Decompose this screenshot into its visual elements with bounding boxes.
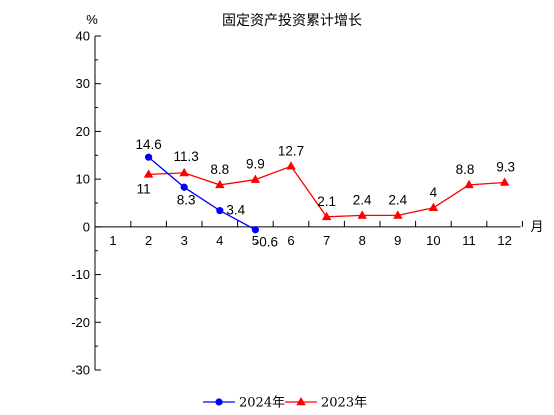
- data-label: 11.3: [174, 149, 199, 164]
- y-tick-label: -10: [71, 267, 90, 282]
- legend-label: 2024年: [239, 396, 285, 411]
- data-label: 3.4: [226, 203, 245, 218]
- legend-marker: [296, 397, 306, 406]
- data-label: 2.4: [388, 192, 407, 207]
- legend-label: 2023年: [321, 396, 367, 411]
- data-point: [321, 211, 332, 221]
- data-labels: 11 11.3 8.8 9.9 12.7 2.1 2.4 2.4 4 8.8 9.3 14.6 8.3 3…: [135, 137, 515, 250]
- x-tick-label: 4: [216, 233, 223, 248]
- data-label: 9.9: [246, 157, 265, 172]
- data-point: [357, 210, 367, 219]
- x-tick-label: 1: [109, 233, 116, 248]
- legend-item: 2024年: [203, 396, 285, 411]
- y-axis-unit: %: [86, 12, 98, 27]
- data-label: 14.6: [135, 137, 161, 152]
- series-layer: [143, 153, 510, 234]
- y-tick-label: 0: [83, 219, 90, 234]
- x-tick-label: 12: [497, 233, 511, 248]
- data-point: [216, 207, 224, 215]
- data-point: [428, 202, 439, 211]
- data-point: [393, 210, 403, 219]
- y-tick-label: -20: [71, 315, 90, 330]
- data-label: 9.3: [496, 159, 515, 174]
- data-point: [250, 174, 261, 183]
- data-label: 12.7: [278, 143, 304, 158]
- x-tick-label: 11: [462, 233, 476, 248]
- x-tick-label: 5: [252, 233, 259, 248]
- data-label: -0.6: [255, 235, 278, 250]
- x-tick-label: 10: [426, 233, 440, 248]
- data-label: 8.3: [177, 192, 196, 207]
- y-tick-label: 40: [76, 29, 90, 44]
- data-point: [215, 179, 225, 189]
- data-label: 2.4: [353, 192, 372, 207]
- series-line-2024年: [148, 156, 256, 231]
- y-tick-label: 20: [76, 124, 90, 139]
- x-axis-unit: 月: [530, 219, 543, 234]
- data-point: [145, 153, 153, 161]
- data-point: [179, 167, 189, 177]
- data-point: [180, 183, 188, 191]
- data-label: 8.8: [210, 162, 229, 177]
- x-tick-label: 8: [359, 233, 366, 248]
- data-label: 11: [137, 181, 151, 196]
- x-tick-label: 2: [145, 233, 152, 248]
- data-point: [499, 177, 510, 186]
- x-tick-label: 7: [323, 233, 330, 248]
- x-tick-label: 9: [394, 233, 401, 248]
- chart-title: 固定资产投资累计增长: [222, 13, 362, 29]
- y-tick-label: -30: [71, 363, 90, 378]
- data-label: 8.8: [456, 162, 475, 177]
- legend-item: 2023年: [285, 396, 367, 411]
- legend: 2024年 2023年: [203, 396, 367, 411]
- legend-marker: [215, 398, 223, 406]
- series-line-2023年: [148, 165, 505, 218]
- data-label: 2.1: [317, 194, 336, 209]
- x-tick-label: 6: [287, 233, 294, 248]
- data-label: 4: [430, 185, 438, 200]
- data-point: [143, 169, 154, 178]
- x-tick-label: 3: [181, 233, 188, 248]
- data-point: [286, 161, 296, 170]
- data-point: [251, 226, 259, 234]
- y-tick-label: 30: [76, 76, 90, 91]
- data-point: [464, 179, 474, 189]
- y-tick-label: 10: [76, 172, 90, 187]
